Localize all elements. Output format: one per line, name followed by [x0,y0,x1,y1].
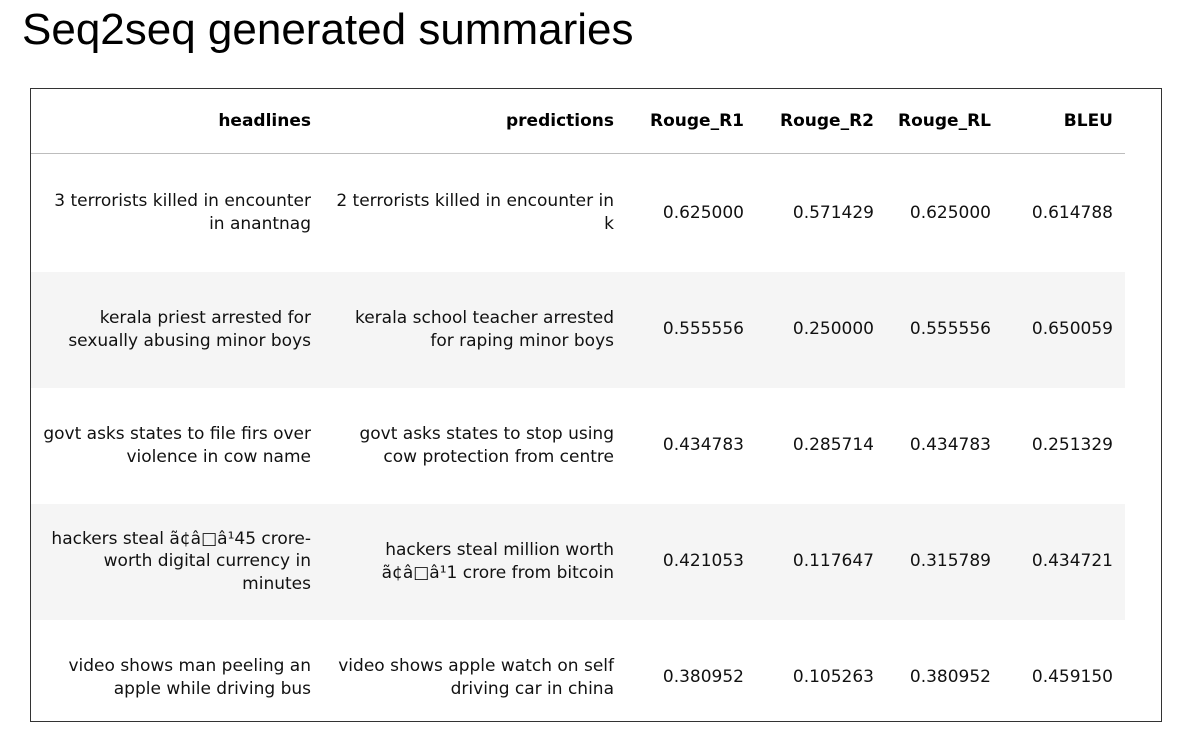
cell-headline: 3 terrorists killed in encounter in anan… [54,191,311,234]
cell-rouge-rl: 0.555556 [909,319,991,340]
cell-rouge-rl: 0.315789 [909,551,991,572]
results-table: headlines predictions Rouge_R1 Rouge_R2 … [31,89,1125,722]
cell-headline: kerala priest arrested for sexually abus… [68,308,311,351]
cell-bleu: 0.650059 [1031,319,1113,340]
header-headlines: headlines [31,89,323,154]
header-predictions: predictions [323,89,626,154]
cell-rouge-r2: 0.117647 [792,551,874,572]
cell-prediction: hackers steal million worth ã¢â□â¹1 cror… [381,540,614,583]
cell-rouge-r1: 0.380952 [662,667,744,688]
cell-rouge-r1: 0.555556 [662,319,744,340]
cell-bleu: 0.434721 [1031,551,1113,572]
cell-rouge-r1: 0.625000 [662,202,744,223]
header-rouge-r2: Rouge_R2 [756,89,886,154]
cell-prediction: govt asks states to stop using cow prote… [359,424,614,467]
cell-headline: hackers steal ã¢â□â¹45 crore-worth digit… [51,528,311,594]
header-rouge-rl: Rouge_RL [886,89,1003,154]
cell-prediction: video shows apple watch on self driving … [338,656,614,699]
cell-rouge-r2: 0.105263 [792,667,874,688]
header-rouge-r1: Rouge_R1 [626,89,756,154]
cell-rouge-rl: 0.380952 [909,667,991,688]
table-row: 3 terrorists killed in encounter in anan… [31,154,1125,272]
table-row: govt asks states to file firs over viole… [31,388,1125,504]
cell-prediction: 2 terrorists killed in encounter in k [336,191,614,234]
cell-bleu: 0.614788 [1031,202,1113,223]
cell-bleu: 0.459150 [1031,667,1113,688]
cell-headline: video shows man peeling an apple while d… [68,656,311,699]
cell-rouge-r1: 0.434783 [662,435,744,456]
cell-rouge-rl: 0.434783 [909,435,991,456]
header-bleu: BLEU [1003,89,1125,154]
cell-prediction: kerala school teacher arrested for rapin… [354,308,614,351]
cell-bleu: 0.251329 [1031,435,1113,456]
slide-title: Seq2seq generated summaries [22,5,634,54]
results-table-frame: headlines predictions Rouge_R1 Rouge_R2 … [30,88,1162,722]
cell-headline: govt asks states to file firs over viole… [43,424,311,467]
table-row: kerala priest arrested for sexually abus… [31,271,1125,388]
cell-rouge-r2: 0.250000 [792,319,874,340]
cell-rouge-r2: 0.571429 [792,202,874,223]
cell-rouge-rl: 0.625000 [909,202,991,223]
cell-rouge-r1: 0.421053 [662,551,744,572]
table-row: hackers steal ã¢â□â¹45 crore-worth digit… [31,503,1125,620]
table-header-row: headlines predictions Rouge_R1 Rouge_R2 … [31,89,1125,154]
table-row: video shows man peeling an apple while d… [31,620,1125,722]
cell-rouge-r2: 0.285714 [792,435,874,456]
